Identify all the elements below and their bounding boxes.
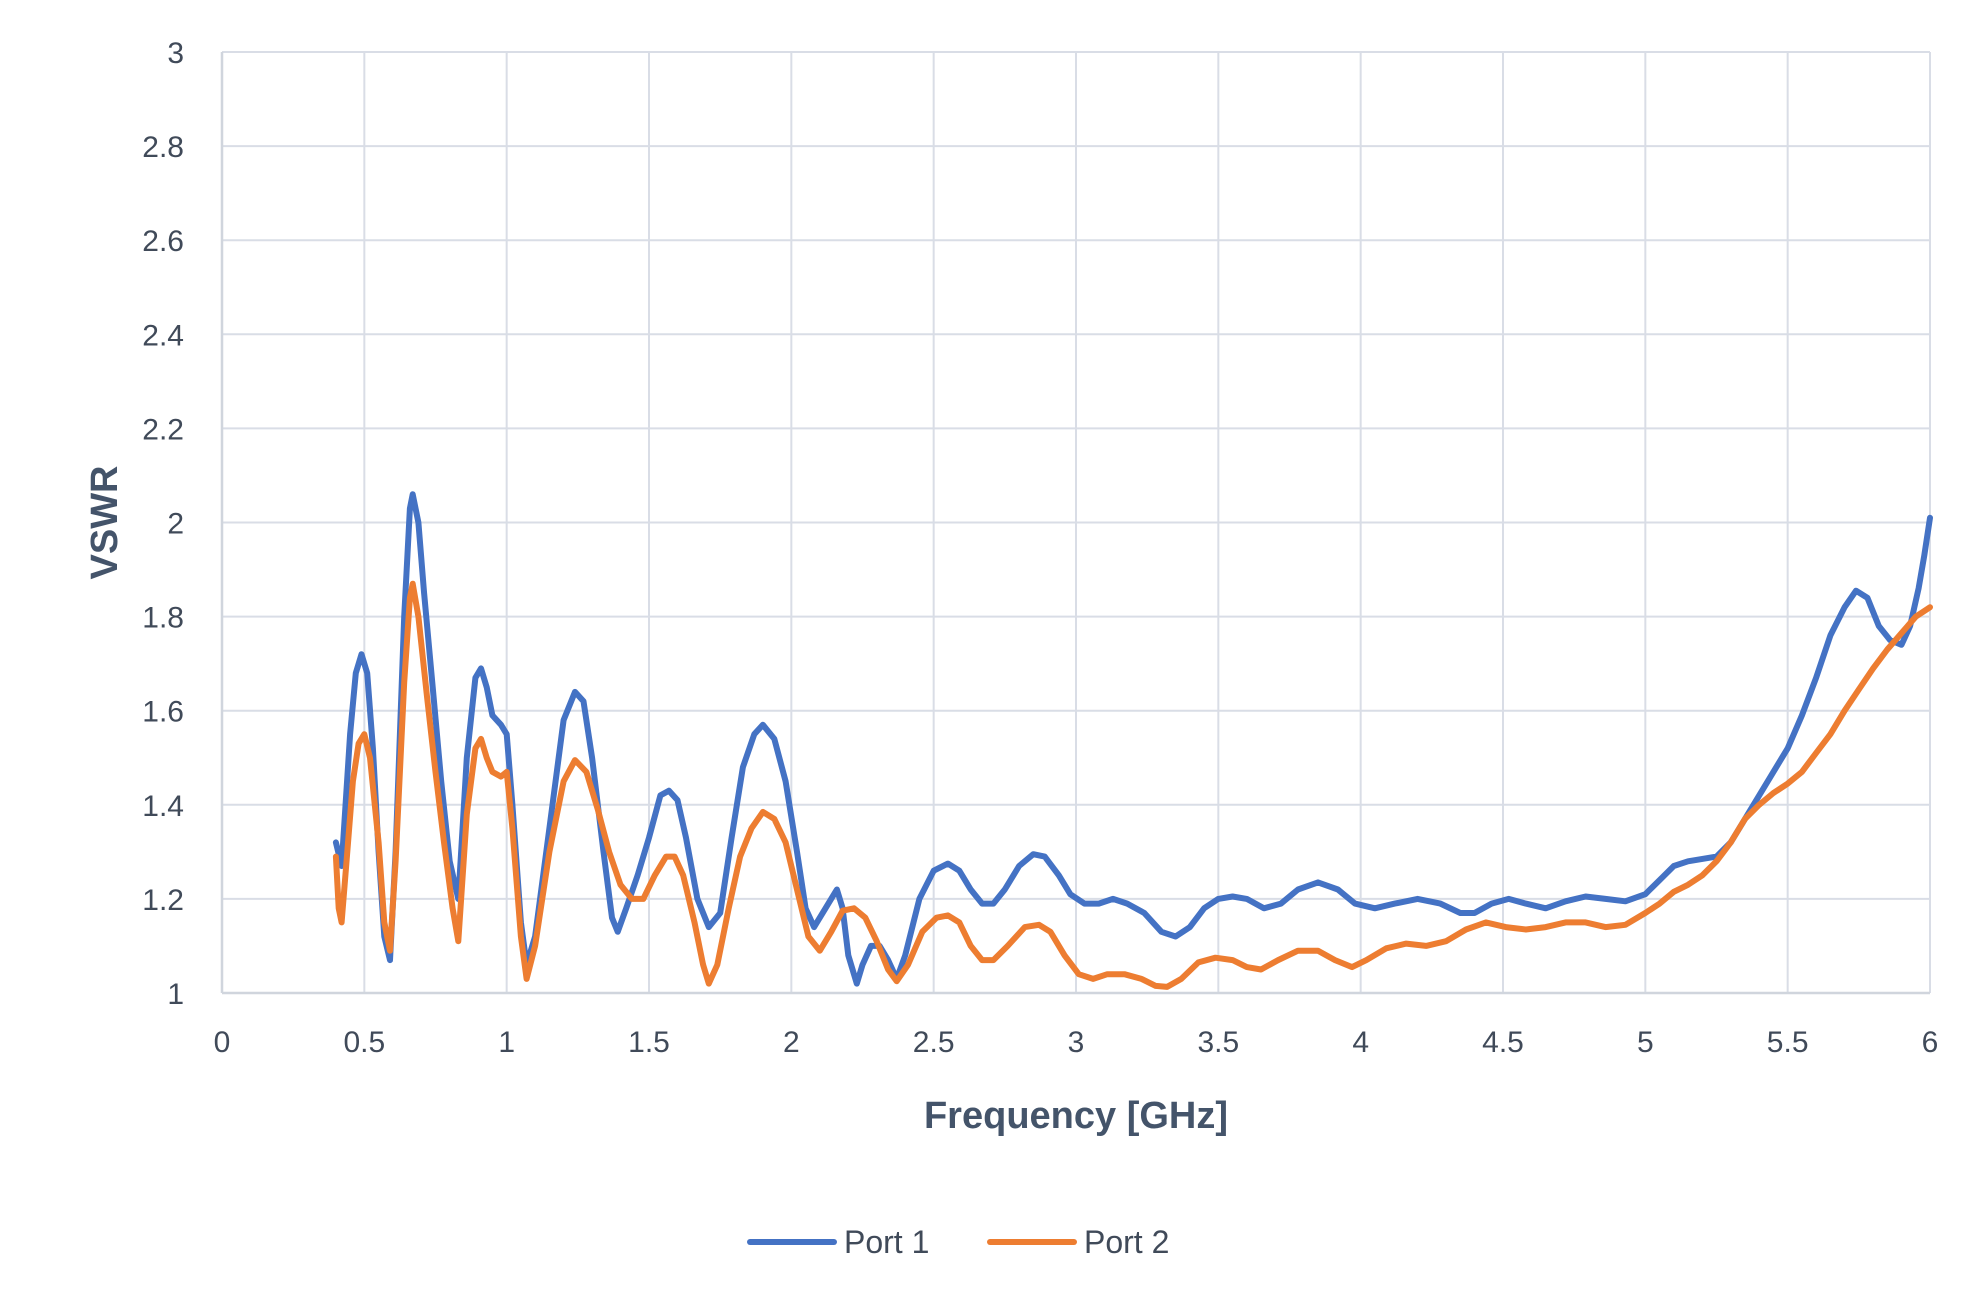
x-tick-label: 4.5 [1482,1026,1524,1059]
y-tick-label: 2.2 [142,413,184,446]
y-axis-title: VSWR [84,466,126,580]
y-tick-label: 2.4 [142,319,184,352]
chart-legend: Port 1 Port 2 [747,1224,1169,1260]
plot-series [332,491,1933,990]
x-tick-label: 3 [1068,1026,1085,1059]
y-tick-label: 2 [167,508,184,541]
plot-grid [222,51,1931,993]
y-tick-label: 1.2 [142,884,184,917]
x-tick-label: 2 [783,1026,800,1059]
y-tick-label: 2.8 [142,131,184,164]
x-tick-label: 5.5 [1767,1026,1809,1059]
plot-axes [220,52,1930,995]
y-tick-label: 3 [167,37,184,70]
x-tick-label: 5 [1637,1026,1654,1059]
x-tick-label: 4 [1352,1026,1369,1059]
x-tick-label: 6 [1922,1026,1939,1059]
x-tick-label: 0 [214,1026,231,1059]
x-tick-label: 1 [498,1026,515,1059]
series-line-2 [332,580,1933,990]
x-axis-title: Frequency [GHz] [924,1095,1228,1137]
x-tick-label: 3.5 [1197,1026,1239,1059]
x-tick-label: 1.5 [628,1026,670,1059]
y-axis-tick-labels: 1 1.2 1.4 1.6 1.8 2 2.2 2.4 2.6 2.8 3 [142,37,184,1011]
y-tick-label: 1.8 [142,602,184,635]
x-axis-tick-labels: 0 0.5 1 1.5 2 2.5 3 3.5 4 4.5 5 5.5 6 [214,1026,1939,1059]
x-tick-label: 0.5 [343,1026,385,1059]
legend-label-1: Port 1 [844,1224,929,1260]
y-tick-label: 2.6 [142,225,184,258]
y-tick-label: 1.6 [142,696,184,729]
legend-label-2: Port 2 [1084,1224,1169,1260]
y-tick-label: 1.4 [142,790,184,823]
y-tick-label: 1 [167,978,184,1011]
x-tick-label: 2.5 [913,1026,955,1059]
series-line-1 [332,491,1933,987]
